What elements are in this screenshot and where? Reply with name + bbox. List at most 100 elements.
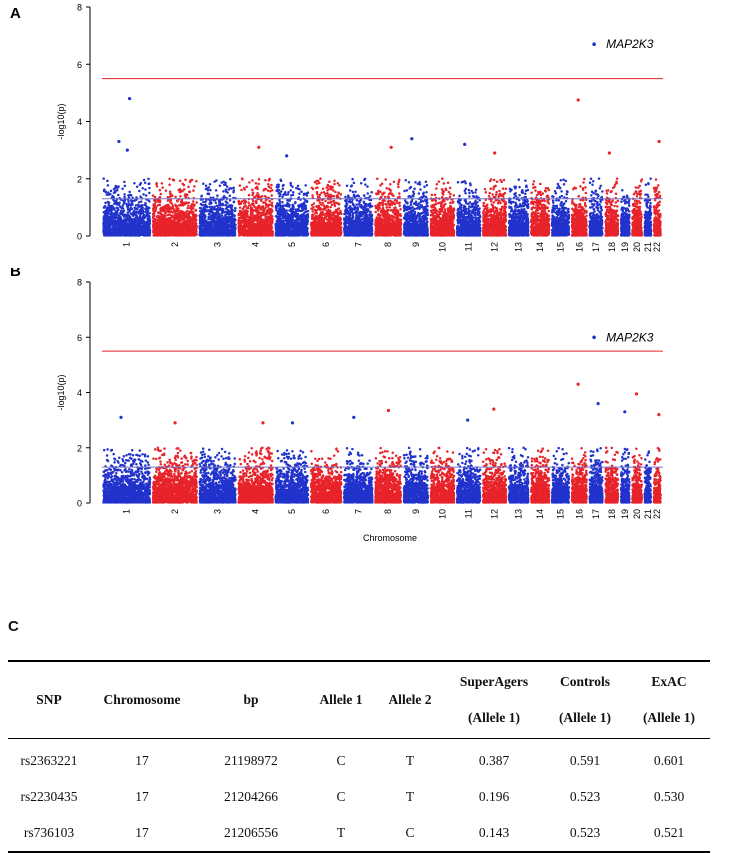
snp-point <box>229 217 232 220</box>
snp-point <box>237 200 240 203</box>
snp-point <box>121 219 124 222</box>
snp-point <box>267 205 270 208</box>
snp-point <box>114 219 117 222</box>
snp-point <box>192 189 195 192</box>
snp-point <box>264 222 267 225</box>
snp-point <box>241 177 244 180</box>
snp-point <box>255 200 258 203</box>
snp-point <box>209 222 212 225</box>
snp-point <box>249 232 252 235</box>
snp-point <box>138 225 141 228</box>
snp-point <box>184 216 187 219</box>
snp-point <box>258 178 261 181</box>
snp-point <box>122 204 125 207</box>
snp-point <box>159 189 162 192</box>
snp-point <box>156 185 159 188</box>
snp-point <box>102 229 105 232</box>
snp-point <box>211 210 214 213</box>
snp-point <box>118 215 121 218</box>
snp-point <box>200 195 203 198</box>
snp-point <box>191 222 194 225</box>
snp-point <box>116 207 119 210</box>
snp-point <box>228 204 231 207</box>
snp-point <box>218 204 221 207</box>
snp-point <box>191 212 194 215</box>
snp-point <box>202 209 205 212</box>
snp-point <box>157 219 160 222</box>
snp-point <box>220 221 223 224</box>
snp-point <box>106 180 109 183</box>
snp-point <box>268 178 271 181</box>
snp-point <box>120 210 123 213</box>
snp-point <box>215 202 218 205</box>
snp-point <box>160 234 163 237</box>
snp-point <box>241 229 244 232</box>
snp-point <box>213 207 216 210</box>
snp-point <box>169 201 172 204</box>
snp-point <box>143 215 146 218</box>
snp-point <box>253 196 256 199</box>
snp-point <box>240 189 243 192</box>
snp-point <box>127 208 130 211</box>
snp-point <box>104 205 107 208</box>
snp-point <box>205 185 208 188</box>
snp-point <box>107 227 110 230</box>
snp-point <box>271 222 274 225</box>
snp-point <box>244 217 247 220</box>
snp-point <box>159 204 162 207</box>
snp-point <box>211 221 214 224</box>
snp-point <box>167 210 170 213</box>
snp-point <box>164 212 167 215</box>
snp-point <box>261 195 264 198</box>
snp-point <box>148 187 151 190</box>
snp-point <box>159 231 162 234</box>
snp-point <box>268 226 271 229</box>
snp-point <box>114 233 117 236</box>
snp-point <box>179 179 182 182</box>
snp-point <box>111 217 114 220</box>
snp-point <box>146 234 149 237</box>
snp-point <box>228 213 231 216</box>
snp-point <box>218 230 221 233</box>
snp-point <box>209 201 212 204</box>
snp-point <box>221 212 224 215</box>
snp-point <box>142 193 145 196</box>
snp-point <box>122 200 125 203</box>
snp-point <box>167 196 170 199</box>
snp-point <box>163 218 166 221</box>
snp-point <box>168 178 171 181</box>
snp-point <box>125 217 128 220</box>
snp-point <box>271 201 274 204</box>
snp-point <box>154 196 157 199</box>
snp-point <box>165 204 168 207</box>
snp-point <box>255 182 258 185</box>
snp-point <box>205 229 208 232</box>
snp-point <box>209 233 212 236</box>
snp-point <box>195 209 198 212</box>
snp-point <box>225 207 228 210</box>
data-points <box>102 177 662 236</box>
snp-point <box>133 219 136 222</box>
snp-point <box>104 215 107 218</box>
snp-point <box>168 205 171 208</box>
snp-point <box>114 187 117 190</box>
snp-point <box>106 218 109 221</box>
snp-point <box>232 228 235 231</box>
snp-point <box>192 203 195 206</box>
snp-point <box>206 205 209 208</box>
snp-point <box>109 193 112 196</box>
snp-point <box>131 201 134 204</box>
snp-point <box>247 207 250 210</box>
snp-point <box>225 234 228 237</box>
snp-point <box>233 189 236 192</box>
snp-point <box>230 227 233 230</box>
snp-point <box>136 217 139 220</box>
snp-point <box>187 205 190 208</box>
snp-point <box>123 181 126 184</box>
snp-point <box>244 199 247 202</box>
snp-point <box>138 220 141 223</box>
snp-point <box>170 211 173 214</box>
snp-point <box>103 219 106 222</box>
snp-point <box>117 185 120 188</box>
